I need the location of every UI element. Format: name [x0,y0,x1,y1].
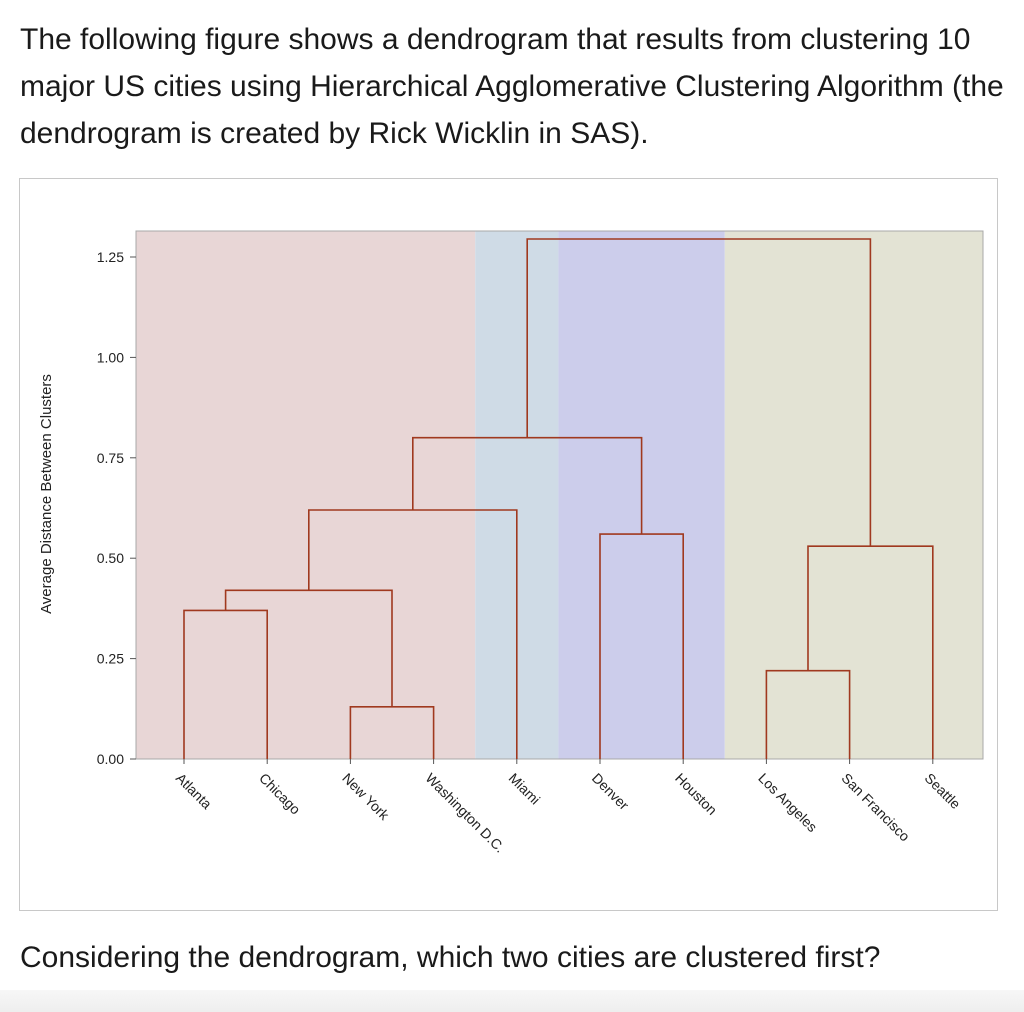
leaf-label: New York [339,770,393,824]
y-tick-label: 0.00 [97,751,124,767]
leaf-label: Seattle [922,770,964,812]
cluster-band-1 [136,231,476,759]
question-text: Considering the dendrogram, which two ci… [20,941,881,974]
y-tick-label: 1.00 [97,349,124,365]
leaf-label: Miami [506,770,544,808]
y-tick-label: 1.25 [97,249,124,265]
dendrogram-chart: 0.00 0.25 0.50 0.75 1.00 1.25 Atlanta Chicago N… [38,230,984,856]
y-axis-label: Average Distance Between Clusters [38,374,55,614]
cluster-band-4 [724,231,983,759]
leaf-label: Denver [589,770,632,813]
y-tick-label: 0.75 [97,450,124,466]
bottom-strip [0,990,1024,1012]
y-tick-label: 0.25 [97,651,124,667]
y-tick-label: 0.50 [97,550,124,566]
leaf-label: Los Angeles [755,770,820,835]
intro-text: The following figure shows a dendrogram … [20,23,1004,150]
plot-frame [135,230,984,760]
leaf-label: Washington D.C. [422,770,508,856]
leaf-label: Houston [672,770,720,818]
dendrogram-figure: 0.00 0.25 0.50 0.75 1.00 1.25 Atlanta Chicago N… [19,178,998,911]
leaf-label: Atlanta [173,770,215,812]
leaf-label: Chicago [256,770,304,818]
merge-link-3 [183,609,268,759]
merge-link-9 [526,238,872,547]
leaf-label: San Francisco [838,770,913,845]
